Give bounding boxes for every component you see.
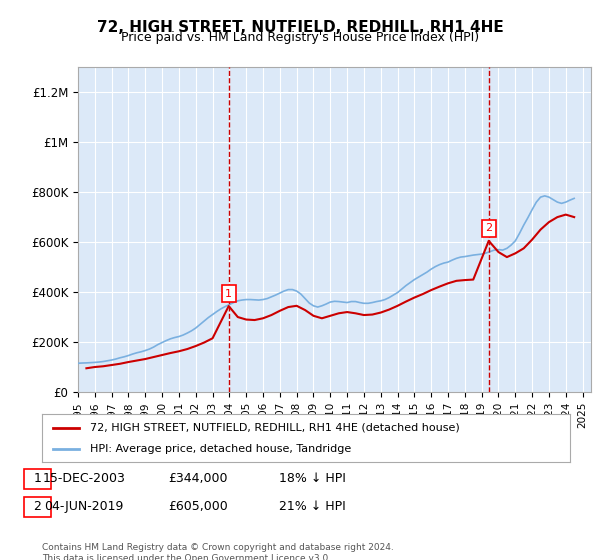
Text: 72, HIGH STREET, NUTFIELD, REDHILL, RH1 4HE (detached house): 72, HIGH STREET, NUTFIELD, REDHILL, RH1 … [89,423,459,433]
Text: 2: 2 [485,223,492,234]
Text: 18% ↓ HPI: 18% ↓ HPI [278,472,346,486]
Text: Contains HM Land Registry data © Crown copyright and database right 2024.
This d: Contains HM Land Registry data © Crown c… [42,543,394,560]
Text: £344,000: £344,000 [168,472,228,486]
Text: 1: 1 [33,472,41,486]
Text: 21% ↓ HPI: 21% ↓ HPI [278,500,346,514]
Text: 04-JUN-2019: 04-JUN-2019 [44,500,124,514]
Text: Price paid vs. HM Land Registry's House Price Index (HPI): Price paid vs. HM Land Registry's House … [121,31,479,44]
Text: 1: 1 [225,288,232,298]
Text: 72, HIGH STREET, NUTFIELD, REDHILL, RH1 4HE: 72, HIGH STREET, NUTFIELD, REDHILL, RH1 … [97,20,503,35]
Text: 15-DEC-2003: 15-DEC-2003 [43,472,125,486]
Text: HPI: Average price, detached house, Tandridge: HPI: Average price, detached house, Tand… [89,444,351,454]
Text: 2: 2 [33,500,41,514]
Text: £605,000: £605,000 [168,500,228,514]
